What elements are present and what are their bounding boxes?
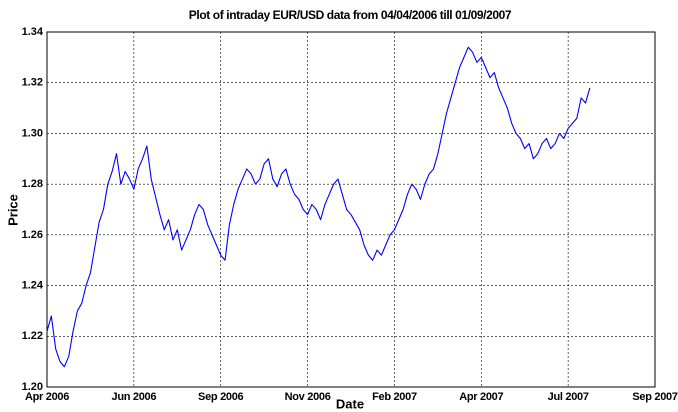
y-tick-label: 1.32 (22, 77, 43, 89)
y-tick-label: 1.26 (22, 229, 43, 241)
x-tick-label: Jul 2007 (548, 391, 589, 403)
x-tick-label: Nov 2006 (285, 391, 331, 403)
price-line (46, 46, 591, 368)
x-tick-label: Apr 2006 (25, 391, 69, 403)
y-tick-label: 1.20 (22, 381, 43, 393)
x-tick-label: Feb 2007 (372, 391, 417, 403)
y-tick-label: 1.24 (22, 279, 44, 291)
y-axis-label: Price (5, 194, 20, 226)
x-tick-label: Jun 2006 (112, 391, 157, 403)
plot-frame (46, 31, 656, 388)
x-tick-label: Sep 2006 (198, 391, 243, 403)
chart-title: Plot of intraday EUR/USD data from 04/04… (189, 8, 512, 22)
x-tick-label: Sep 2007 (632, 391, 677, 403)
y-tick-label: 1.28 (22, 178, 43, 190)
y-tick-label: 1.30 (22, 127, 43, 139)
y-tick-label: 1.34 (22, 26, 44, 38)
x-axis-label: Date (336, 396, 364, 411)
x-tick-label: Apr 2007 (459, 391, 503, 403)
y-tick-label: 1.22 (22, 330, 43, 342)
